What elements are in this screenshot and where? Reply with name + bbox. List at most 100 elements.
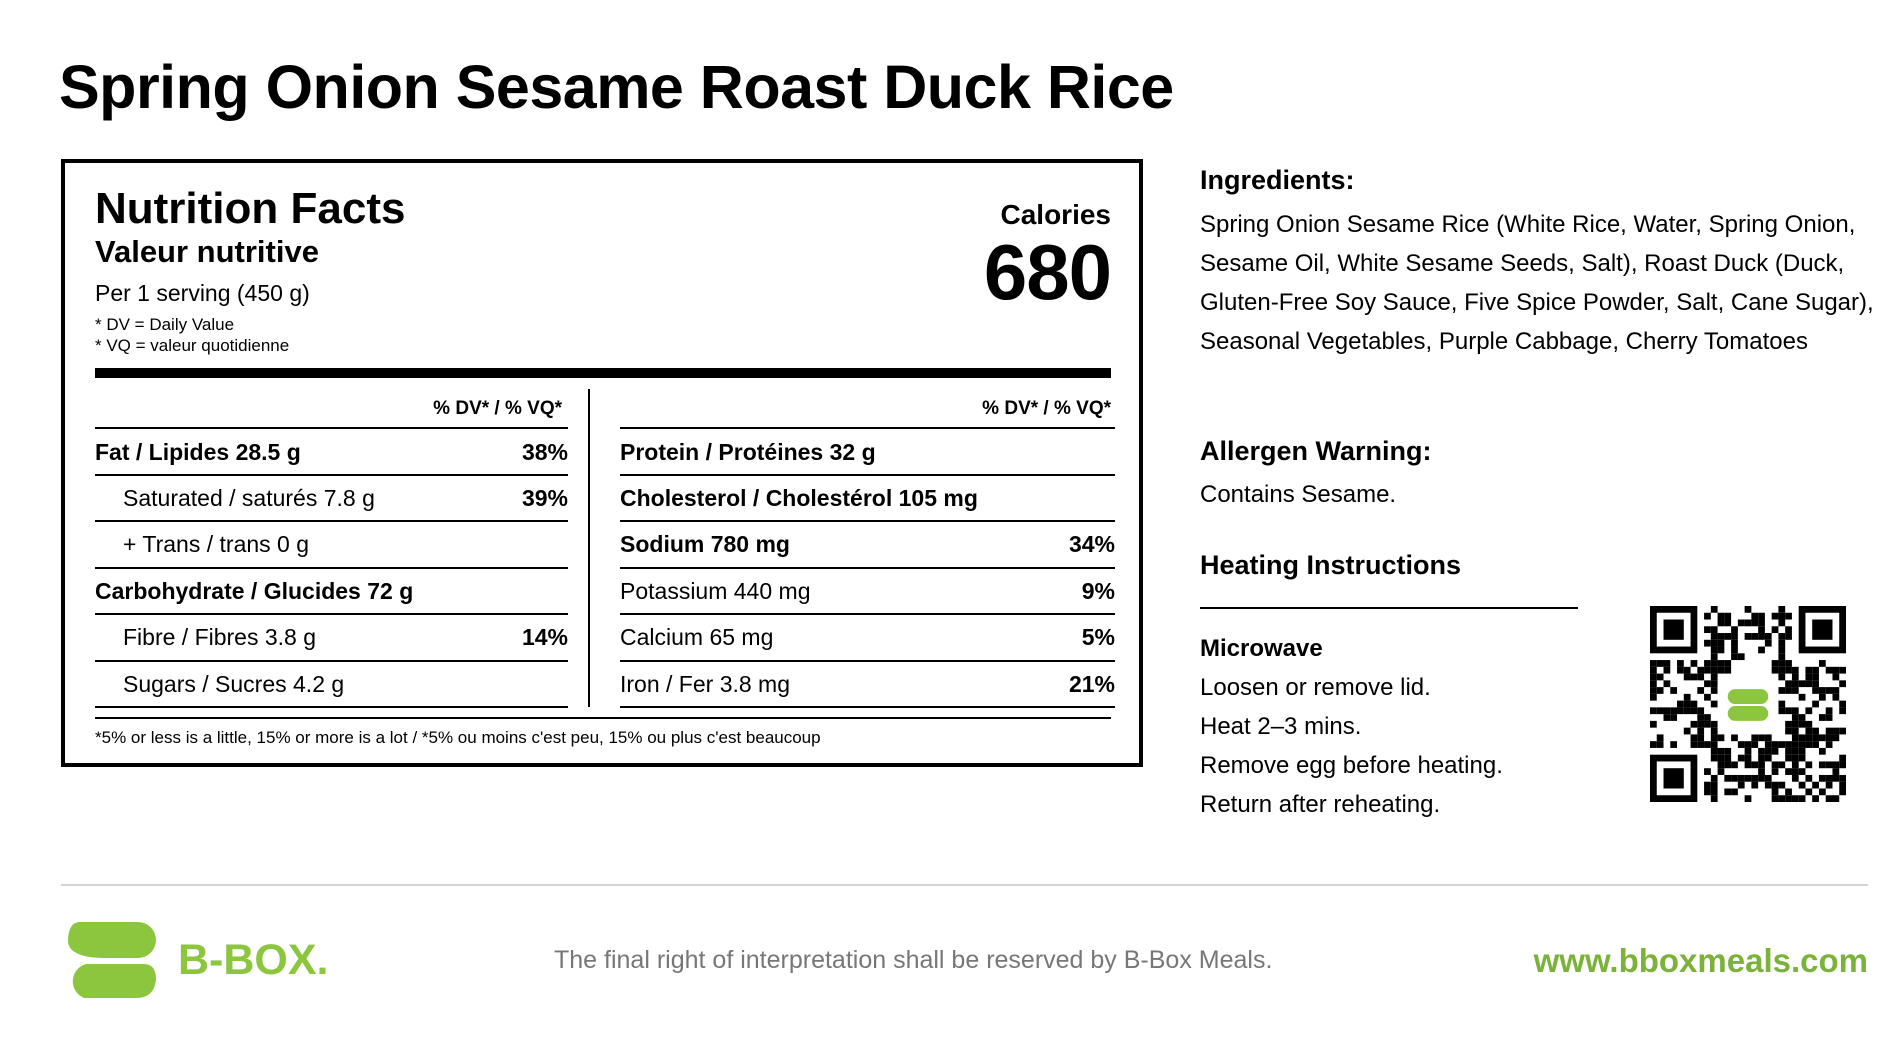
qr-module xyxy=(1791,741,1799,748)
qr-module xyxy=(1704,768,1711,775)
qr-module xyxy=(1737,741,1745,748)
qr-module xyxy=(1778,795,1786,802)
website[interactable]: www.bboxmeals.com xyxy=(1533,942,1868,979)
qr-module xyxy=(1839,707,1846,715)
qr-module xyxy=(1832,727,1840,735)
rule xyxy=(620,706,1115,708)
qr-module xyxy=(1704,693,1711,701)
qr-module xyxy=(1805,707,1813,715)
qr-module xyxy=(1764,774,1772,782)
column-divider xyxy=(588,389,590,707)
qr-module xyxy=(1724,666,1732,674)
qr-module xyxy=(1697,714,1705,721)
qr-module xyxy=(1731,653,1738,661)
qr-module xyxy=(1778,687,1786,694)
qr-module xyxy=(1697,666,1705,674)
nutrient-dv: 9% xyxy=(1081,577,1115,604)
qr-module xyxy=(1737,619,1745,627)
qr-module xyxy=(1710,666,1718,674)
qr-module xyxy=(1805,720,1813,728)
qr-module xyxy=(1690,707,1698,715)
qr-module xyxy=(1818,693,1826,701)
qr-module xyxy=(1798,714,1806,721)
qr-module xyxy=(1839,754,1846,762)
qr-module xyxy=(1832,687,1840,694)
qr-module xyxy=(1727,689,1769,704)
qr-module xyxy=(1704,626,1711,634)
qr-module xyxy=(1650,660,1657,667)
qr-module xyxy=(1825,741,1833,748)
qr-module xyxy=(1758,754,1765,762)
qr-module xyxy=(1839,781,1846,789)
qr-module xyxy=(1758,774,1765,782)
qr-module xyxy=(1805,774,1813,782)
rule xyxy=(95,613,568,616)
qr-module xyxy=(1690,700,1698,708)
rule xyxy=(95,566,568,569)
rule xyxy=(620,520,1115,523)
nutrient-dv: 21% xyxy=(1068,670,1115,697)
qr-module xyxy=(1791,727,1799,735)
serving: Per 1 serving (450 g) xyxy=(95,280,310,306)
rule xyxy=(1200,607,1578,609)
qr-module xyxy=(1818,734,1826,742)
qr-module xyxy=(1771,788,1779,796)
qr-module xyxy=(1710,633,1718,640)
rule xyxy=(95,706,568,708)
qr-module xyxy=(1791,687,1799,694)
heating-heading: Heating Instructions xyxy=(1200,550,1462,580)
qr-module xyxy=(1825,774,1833,782)
qr-module xyxy=(1798,741,1806,748)
footer-rule xyxy=(61,884,1868,886)
qr-module xyxy=(1805,666,1813,674)
nutrition-heading: Nutrition Facts xyxy=(95,184,406,233)
qr-module xyxy=(1710,646,1718,654)
brand: B-BOX. xyxy=(178,936,329,984)
qr-module xyxy=(1812,673,1819,681)
qr-module xyxy=(1704,714,1711,721)
qr-module xyxy=(1697,734,1705,742)
qr-module xyxy=(1697,687,1705,694)
footnote: *5% or less is a little, 15% or more is … xyxy=(95,728,821,747)
heating-step: Heat 2–3 mins. xyxy=(1200,713,1362,740)
qr-module xyxy=(1785,666,1792,674)
qr-module xyxy=(1670,741,1678,748)
qr-module xyxy=(1744,761,1752,769)
qr-module xyxy=(1710,673,1718,681)
qr-module xyxy=(1771,741,1779,748)
qr-module xyxy=(1731,774,1738,782)
qr-module xyxy=(1832,673,1840,681)
qr-module xyxy=(1812,727,1819,735)
qr-module xyxy=(1717,747,1725,755)
qr-module xyxy=(1785,741,1792,748)
qr-module xyxy=(1825,707,1833,715)
qr-module xyxy=(1771,626,1779,634)
nutrition-heading-fr: Valeur nutritive xyxy=(95,234,319,269)
nutrient-dv: 38% xyxy=(521,438,568,465)
qr-module xyxy=(1717,734,1725,742)
qr-module xyxy=(1764,741,1772,748)
qr-module xyxy=(1751,741,1759,748)
qr-module xyxy=(1758,768,1765,775)
qr-module xyxy=(1805,680,1813,688)
qr-module xyxy=(1710,687,1718,694)
qr-module xyxy=(1727,706,1769,721)
qr-module xyxy=(1812,741,1819,748)
note: * DV = Daily Value xyxy=(95,315,235,334)
nutrient-dv: 14% xyxy=(521,624,568,651)
nutrient-row: Calcium 65 mg 5% xyxy=(620,615,1115,661)
nutrition-box: Nutrition Facts Valeur nutritive Per 1 s… xyxy=(61,159,1143,767)
qr-module xyxy=(1785,727,1792,735)
qr-module xyxy=(1785,626,1792,634)
qr-module xyxy=(1724,747,1732,755)
qr-module xyxy=(1778,653,1786,661)
nutrient-label: Sodium 780 mg xyxy=(620,531,790,558)
qr-module xyxy=(1663,707,1671,715)
qr-module xyxy=(1744,747,1752,755)
qr-module xyxy=(1805,761,1813,769)
qr-module xyxy=(1724,660,1732,667)
qr-module xyxy=(1758,633,1765,640)
nutrient-dv: 5% xyxy=(1081,624,1115,651)
qr-module xyxy=(1758,646,1765,654)
qr-module xyxy=(1805,741,1813,748)
